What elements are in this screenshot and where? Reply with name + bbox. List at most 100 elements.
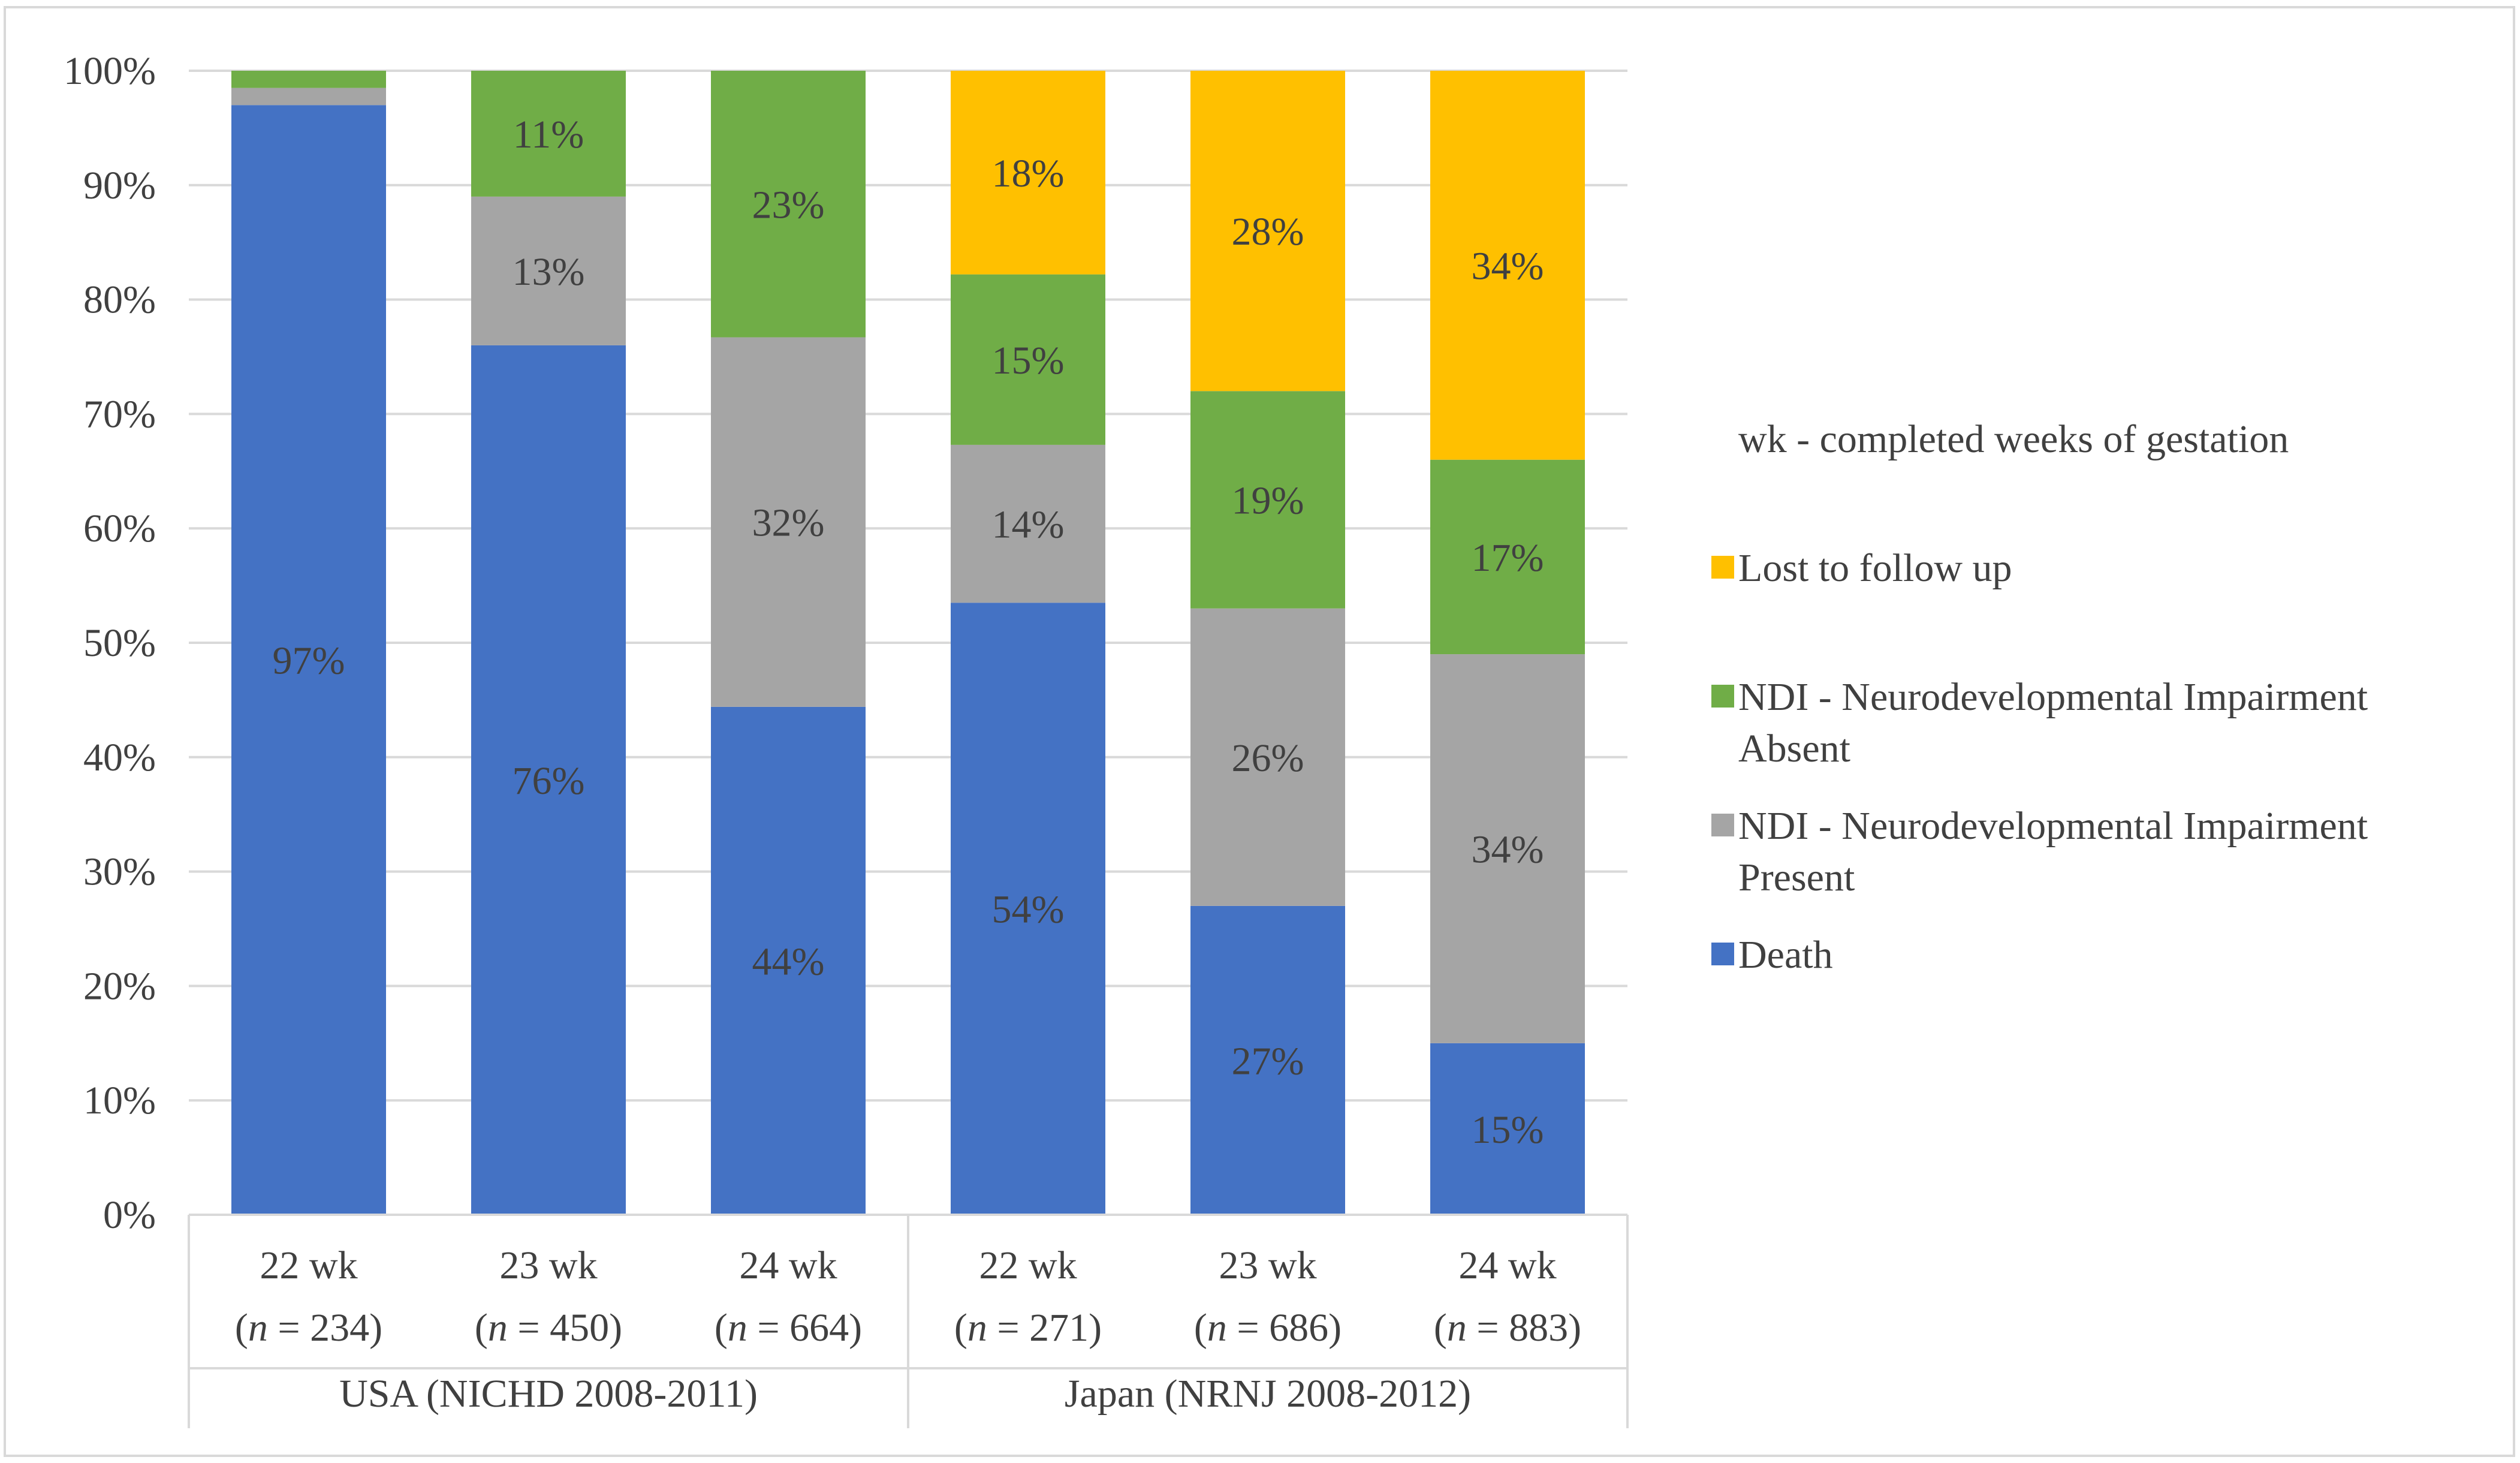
bar-segment <box>951 274 1105 445</box>
legend-label: Present <box>1738 856 1855 899</box>
data-label: 26% <box>1232 736 1304 780</box>
y-tick-label: 60% <box>83 507 156 550</box>
data-label: 76% <box>513 759 585 803</box>
group-label: Japan (NRNJ 2008-2012) <box>1065 1372 1471 1416</box>
y-tick-label: 70% <box>83 392 156 436</box>
n-value: = 234) <box>268 1306 382 1350</box>
bars: 97% 76% 13% 11% 44% 32% 23% 54% 14% 15% 18% 27% 26% 1… <box>231 71 1585 1215</box>
n-prefix: ( <box>1194 1306 1207 1350</box>
n-value: = 664) <box>747 1306 862 1350</box>
category-label: 23 wk <box>1219 1244 1316 1287</box>
n-variable: n <box>967 1306 987 1350</box>
legend-label: NDI - Neurodevelopmental Impairment <box>1738 675 2368 719</box>
bar-segment <box>951 71 1105 275</box>
data-label: 11% <box>513 113 584 156</box>
data-label: 15% <box>1472 1108 1544 1152</box>
bar-segment <box>711 706 866 1215</box>
y-tick-label: 20% <box>83 964 156 1008</box>
category-n-label: (n = 234) <box>235 1306 382 1350</box>
data-label: 18% <box>992 152 1065 195</box>
n-value: = 883) <box>1467 1306 1581 1350</box>
group-label: USA (NICHD 2008-2011) <box>339 1372 758 1416</box>
category-n-label: (n = 883) <box>1434 1306 1581 1350</box>
category-label: 22 wk <box>979 1244 1077 1287</box>
stacked-bar-chart: 97% 76% 13% 11% 44% 32% 23% 54% 14% 15% 18% 27% 26% 1… <box>64 49 2368 1428</box>
bar-segment <box>231 88 386 106</box>
y-tick-label: 0% <box>103 1193 156 1237</box>
n-prefix: ( <box>1434 1306 1447 1350</box>
bar-segment <box>471 196 626 345</box>
axes: 0%10%20%30%40%50%60%70%80%90%100%22 wk(n… <box>64 49 1629 1428</box>
gridlines <box>189 70 1627 1102</box>
chart-frame: 97% 76% 13% 11% 44% 32% 23% 54% 14% 15% 18% 27% 26% 1… <box>4 6 2515 1457</box>
n-variable: n <box>488 1306 508 1350</box>
data-label: 13% <box>513 250 585 294</box>
n-prefix: ( <box>235 1306 248 1350</box>
data-label: 19% <box>1232 479 1304 523</box>
category-n-label: (n = 271) <box>954 1306 1102 1350</box>
category-n-label: (n = 450) <box>475 1306 622 1350</box>
bar-segment <box>231 105 386 1215</box>
data-label: 34% <box>1472 244 1544 288</box>
y-tick-label: 100% <box>64 49 156 93</box>
category-n-label: (n = 664) <box>715 1306 862 1350</box>
bar-segment <box>711 337 866 707</box>
bar-segment <box>231 71 386 88</box>
legend-swatch <box>1711 943 1734 965</box>
y-tick-label: 50% <box>83 621 156 665</box>
data-label: 32% <box>752 501 825 545</box>
n-prefix: ( <box>954 1306 967 1350</box>
legend-note: wk - completed weeks of gestation <box>1738 417 2289 461</box>
legend-label: Death <box>1738 933 1833 977</box>
n-prefix: ( <box>475 1306 488 1350</box>
legend-label: Lost to follow up <box>1738 546 2012 590</box>
n-variable: n <box>1207 1306 1227 1350</box>
legend-label: NDI - Neurodevelopmental Impairment <box>1738 804 2368 848</box>
bar-segment <box>1190 71 1345 392</box>
legend: wk - completed weeks of gestation Lost to… <box>1711 417 2368 977</box>
n-value: = 271) <box>987 1306 1102 1350</box>
bar-segment <box>1190 391 1345 609</box>
bar-segment <box>1430 459 1585 655</box>
n-variable: n <box>248 1306 268 1350</box>
data-label: 34% <box>1472 827 1544 871</box>
category-n-label: (n = 686) <box>1194 1306 1342 1350</box>
data-label: 54% <box>992 888 1065 932</box>
legend-label: Absent <box>1738 727 1850 770</box>
bar-segment <box>1430 1043 1585 1215</box>
data-label: 44% <box>752 940 825 983</box>
n-variable: n <box>1447 1306 1467 1350</box>
legend-swatch <box>1711 685 1734 708</box>
category-label: 22 wk <box>260 1244 357 1287</box>
n-value: = 450) <box>508 1306 622 1350</box>
category-label: 23 wk <box>499 1244 597 1287</box>
bar-segment <box>471 345 626 1215</box>
data-label: 28% <box>1232 210 1304 254</box>
data-label: 14% <box>992 503 1065 547</box>
category-label: 24 wk <box>1458 1244 1556 1287</box>
bar-segment <box>1430 654 1585 1043</box>
y-tick-label: 30% <box>83 850 156 894</box>
bar-segment <box>1430 71 1585 460</box>
bar-segment <box>951 444 1105 603</box>
y-tick-label: 90% <box>83 164 156 207</box>
n-variable: n <box>728 1306 747 1350</box>
bar-segment <box>1190 905 1345 1215</box>
legend-swatch <box>1711 814 1734 836</box>
y-tick-label: 10% <box>83 1079 156 1122</box>
data-label: 23% <box>752 183 825 227</box>
data-label: 27% <box>1232 1039 1304 1083</box>
legend-swatch <box>1711 556 1734 579</box>
bar-segment <box>711 71 866 338</box>
bar-segment <box>951 603 1105 1215</box>
bar-segment <box>471 71 626 197</box>
data-label: 15% <box>992 339 1065 383</box>
bar-segment <box>1190 608 1345 906</box>
data-label: 97% <box>273 639 345 683</box>
n-value: = 686) <box>1227 1306 1342 1350</box>
y-tick-label: 80% <box>83 278 156 322</box>
category-label: 24 wk <box>739 1244 837 1287</box>
y-tick-label: 40% <box>83 736 156 779</box>
data-label: 17% <box>1472 536 1544 580</box>
n-prefix: ( <box>715 1306 728 1350</box>
